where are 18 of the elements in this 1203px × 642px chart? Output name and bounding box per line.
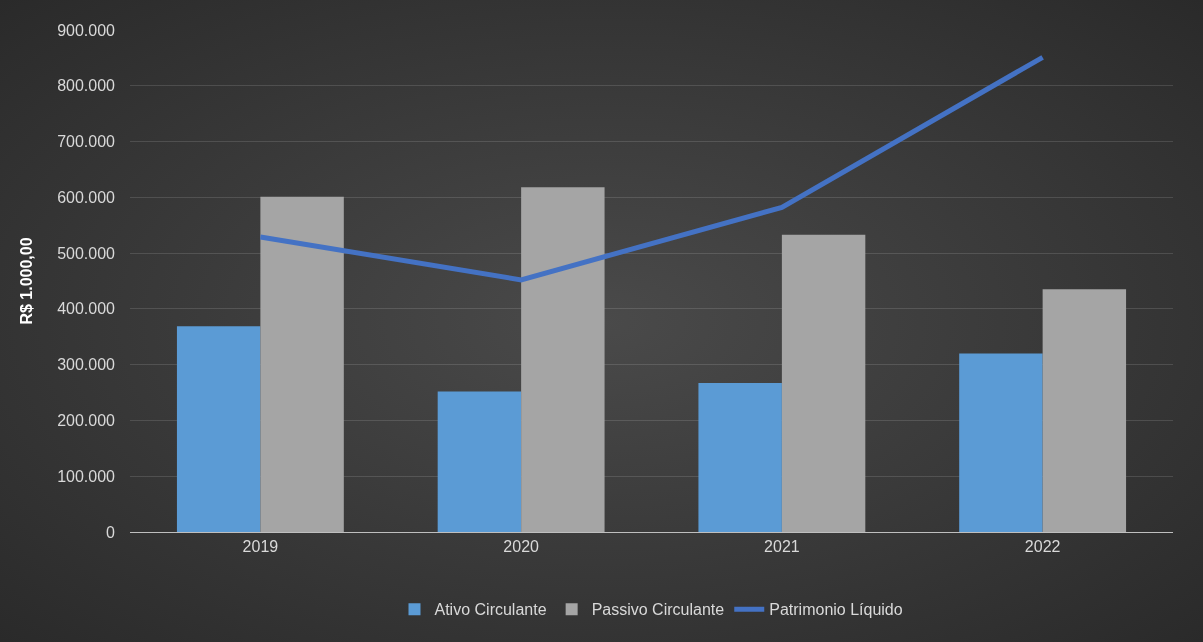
y-tick-label: 900.000	[57, 21, 116, 39]
legend-label: Patrimonio Líquido	[769, 601, 903, 619]
x-tick-label: 2021	[764, 538, 800, 556]
y-tick-label: 600.000	[57, 188, 116, 206]
x-tick-label: 2019	[242, 538, 279, 556]
y-axis-title: R$ 1.000,00	[18, 237, 36, 325]
y-tick-label: 300.000	[57, 356, 116, 374]
y-tick-label: 200.000	[57, 412, 116, 430]
y-tick-label: 700.000	[57, 133, 116, 151]
y-tick-label: 500.000	[57, 244, 116, 262]
y-tick-label: 100.000	[57, 467, 116, 485]
y-tick-label: 400.000	[57, 300, 116, 318]
x-tick-label: 2022	[1024, 538, 1061, 556]
legend-label: Passivo Circulante	[591, 601, 725, 619]
x-tick-label: 2020	[503, 538, 540, 556]
y-tick-label: 800.000	[57, 77, 116, 95]
y-tick-label: 0	[106, 523, 116, 541]
legend-label: Ativo Circulante	[434, 601, 547, 619]
